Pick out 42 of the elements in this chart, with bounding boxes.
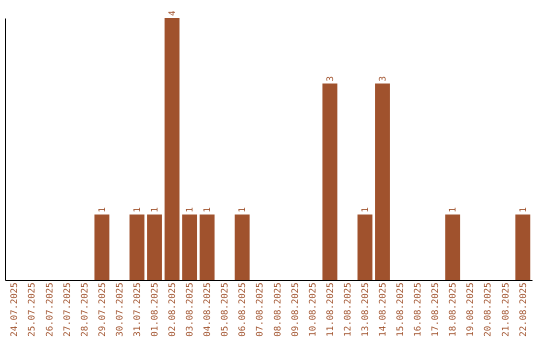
x-tick-label: 19.08.2025 bbox=[466, 282, 476, 337]
x-tick-label: 28.07.2025 bbox=[80, 282, 90, 337]
x-tick-label: 26.07.2025 bbox=[45, 282, 56, 337]
x-tick-label: 21.08.2025 bbox=[501, 282, 512, 337]
x-tick-label: 04.08.2025 bbox=[203, 282, 214, 337]
x-tick-label: 07.08.2025 bbox=[256, 282, 266, 337]
x-tick-label: 30.07.2025 bbox=[115, 282, 126, 337]
x-tick-label: 01.08.2025 bbox=[150, 282, 161, 337]
data-label: 1 bbox=[448, 207, 459, 212]
data-label: 1 bbox=[518, 207, 529, 212]
x-tick-label: 08.08.2025 bbox=[273, 282, 284, 337]
data-label: 1 bbox=[150, 207, 161, 212]
x-tick-label: 02.08.2025 bbox=[168, 282, 178, 337]
data-label: 1 bbox=[132, 207, 143, 212]
x-tick-label: 16.08.2025 bbox=[414, 282, 424, 337]
x-tick-label: 27.07.2025 bbox=[62, 282, 73, 337]
data-label: 4 bbox=[168, 10, 178, 16]
x-tick-label: 18.08.2025 bbox=[448, 282, 459, 337]
data-label: 1 bbox=[186, 207, 196, 212]
x-tick-label: 20.08.2025 bbox=[484, 282, 494, 337]
data-label: 1 bbox=[98, 207, 108, 212]
data-label: 1 bbox=[203, 207, 214, 212]
x-tick-label: 05.08.2025 bbox=[220, 282, 231, 337]
x-tick-label: 14.08.2025 bbox=[378, 282, 388, 337]
x-tick-label: 24.07.2025 bbox=[10, 282, 20, 337]
x-tick-label: 15.08.2025 bbox=[396, 282, 406, 337]
x-tick-label: 06.08.2025 bbox=[238, 282, 248, 337]
data-label: 1 bbox=[238, 207, 248, 212]
data-label: 1 bbox=[360, 207, 371, 212]
x-tick-label: 29.07.2025 bbox=[98, 282, 108, 337]
data-label: 3 bbox=[378, 76, 388, 82]
data-label: 3 bbox=[326, 76, 336, 82]
x-tick-label: 25.07.2025 bbox=[28, 282, 38, 337]
x-tick-label: 10.08.2025 bbox=[308, 282, 318, 337]
x-tick-label: 13.08.2025 bbox=[360, 282, 371, 337]
x-tick-label: 03.08.2025 bbox=[186, 282, 196, 337]
x-tick-label: 12.08.2025 bbox=[343, 282, 354, 337]
x-tick-label: 09.08.2025 bbox=[290, 282, 301, 337]
x-tick-label: 17.08.2025 bbox=[431, 282, 442, 337]
x-tick-label: 31.07.2025 bbox=[132, 282, 143, 337]
x-tick-label: 22.08.2025 bbox=[518, 282, 529, 337]
x-tick-label: 11.08.2025 bbox=[326, 282, 336, 337]
